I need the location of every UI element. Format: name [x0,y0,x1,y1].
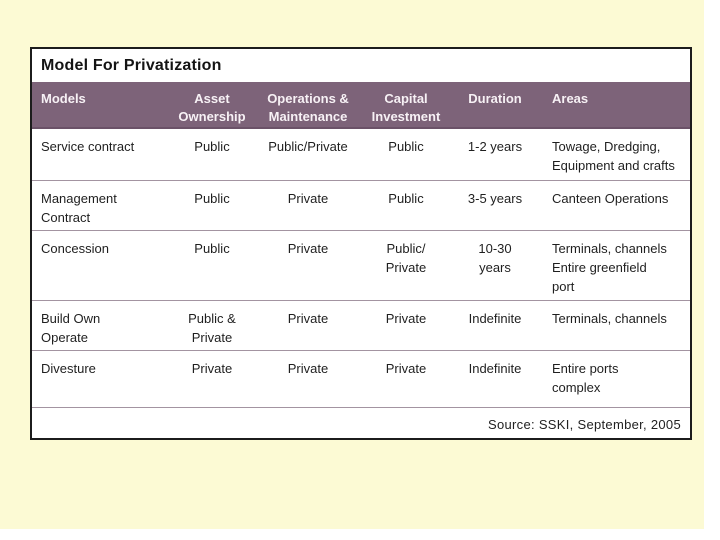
col-header-asset-ownership: Asset Ownership [170,82,254,130]
cell-operations-maintenance: Private [254,300,362,351]
table-row-service-contract: Service contract Public Public/Private P… [32,128,690,181]
slide-background: Model For Privatization Models Asset Own… [0,0,704,529]
source-note: Source: SSKI, September, 2005 [488,417,681,432]
table-row-divesture: Divesture Private Private Private Indefi… [32,350,690,408]
table-header-row: Models Asset Ownership Operations & Main… [32,82,690,130]
cell-areas: Terminals, channels Entire greenfield po… [540,230,690,301]
cell-asset-ownership: Private [170,350,254,408]
cell-operations-maintenance: Private [254,230,362,301]
cell-duration: Indefinite [450,300,540,351]
cell-asset-ownership: Public [170,230,254,301]
cell-areas: Canteen Operations [540,180,690,231]
cell-capital-investment: Public [362,180,450,231]
cell-operations-maintenance: Private [254,350,362,408]
cell-model: Concession [32,230,170,301]
cell-capital-investment: Public/ Private [362,230,450,301]
cell-asset-ownership: Public [170,180,254,231]
cell-capital-investment: Public [362,128,450,181]
table-row-concession: Concession Public Private Public/ Privat… [32,230,690,301]
privatization-card: Model For Privatization Models Asset Own… [30,47,692,440]
card-title: Model For Privatization [41,57,222,74]
cell-areas: Towage, Dredging, Equipment and crafts [540,128,690,181]
cell-capital-investment: Private [362,350,450,408]
cell-areas: Terminals, channels [540,300,690,351]
table-row-build-own-operate: Build Own Operate Public & Private Priva… [32,300,690,351]
table-row-management-contract: Management Contract Public Private Publi… [32,180,690,231]
col-header-capital-investment: Capital Investment [362,82,450,130]
cell-duration: 3-5 years [450,180,540,231]
cell-operations-maintenance: Private [254,180,362,231]
cell-duration: 10-30 years [450,230,540,301]
cell-model: Divesture [32,350,170,408]
cell-capital-investment: Private [362,300,450,351]
cell-asset-ownership: Public & Private [170,300,254,351]
cell-duration: 1-2 years [450,128,540,181]
cell-duration: Indefinite [450,350,540,408]
cell-model: Service contract [32,128,170,181]
cell-model: Management Contract [32,180,170,231]
col-header-operations-maintenance: Operations & Maintenance [254,82,362,130]
col-header-models: Models [32,82,170,130]
col-header-duration: Duration [450,82,540,130]
privatization-table: Models Asset Ownership Operations & Main… [32,82,690,408]
cell-operations-maintenance: Public/Private [254,128,362,181]
cell-areas: Entire ports complex [540,350,690,408]
cell-model: Build Own Operate [32,300,170,351]
cell-asset-ownership: Public [170,128,254,181]
col-header-areas: Areas [540,82,690,130]
